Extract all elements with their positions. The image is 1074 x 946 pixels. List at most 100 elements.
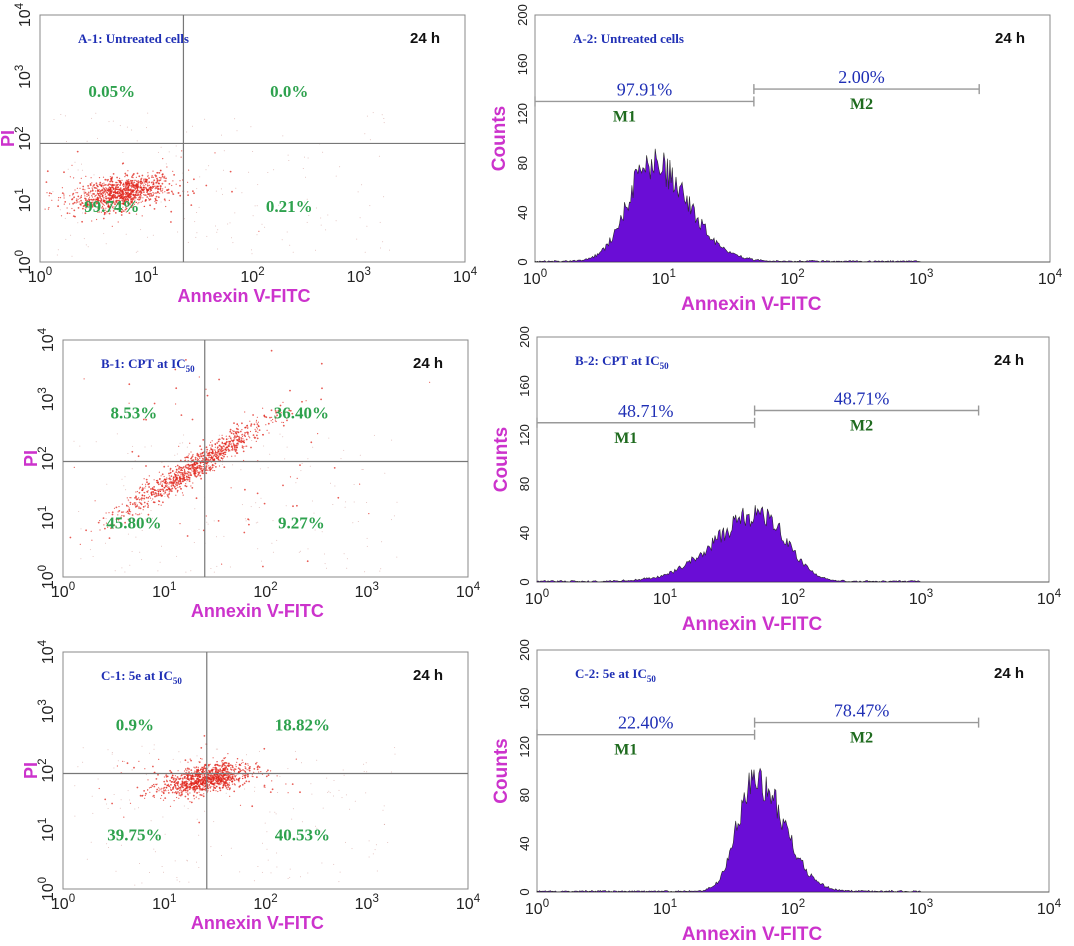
scatter-point — [147, 779, 149, 781]
scatter-point — [237, 778, 240, 781]
scatter-point — [239, 769, 241, 771]
scatter-point — [366, 771, 368, 773]
scatter-point — [184, 465, 187, 468]
scatter-point — [136, 505, 138, 508]
scatter-point — [130, 179, 132, 182]
scatter-point — [125, 190, 127, 192]
x-tick-label: 101 — [653, 898, 677, 918]
scatter-point — [125, 211, 127, 213]
scatter-point — [256, 426, 258, 428]
scatter-point — [159, 561, 161, 563]
scatter-point — [249, 437, 251, 439]
scatter-point — [88, 198, 90, 201]
scatter-point — [279, 775, 281, 777]
scatter-point — [153, 492, 155, 494]
scatter-point — [209, 450, 211, 452]
scatter-point — [161, 480, 164, 483]
scatter-point — [61, 192, 64, 195]
scatter-point — [246, 424, 248, 426]
scatter-point — [277, 409, 280, 412]
time-label: 24 h — [413, 667, 443, 684]
quadrant-upper-left-pct: 8.53% — [111, 404, 158, 423]
scatter-point — [192, 777, 195, 780]
scatter-point — [89, 549, 91, 551]
scatter-point — [120, 203, 122, 205]
scatter-point — [221, 464, 223, 465]
scatter-point — [142, 189, 144, 191]
scatter-point — [179, 792, 181, 794]
scatter-point — [97, 193, 100, 195]
scatter-point — [98, 207, 100, 209]
scatter-point — [255, 522, 257, 524]
scatter-point — [184, 781, 186, 783]
scatter-point — [232, 447, 234, 450]
scatter-point — [173, 174, 176, 176]
scatter-point — [108, 202, 110, 204]
scatter-point — [186, 476, 188, 478]
scatter-point — [181, 150, 183, 152]
scatter-point — [229, 779, 232, 782]
scatter-point — [248, 523, 250, 526]
scatter-point — [91, 117, 93, 119]
scatter-point — [213, 783, 215, 786]
scatter-point — [91, 190, 93, 192]
scatter-point — [186, 789, 189, 792]
quadrant-upper-left-pct: 0.05% — [88, 82, 135, 101]
scatter-point — [217, 440, 220, 443]
scatter-point — [168, 472, 170, 475]
scatter-point — [208, 467, 211, 470]
scatter-point — [178, 751, 180, 753]
scatter-point — [147, 493, 149, 495]
panel-label-b-1: B-1: CPT at IC50 — [101, 356, 195, 374]
scatter-point — [104, 189, 107, 192]
scatter-point — [223, 455, 225, 458]
scatter-point — [261, 560, 262, 562]
scatter-point — [161, 473, 164, 476]
scatter-point — [256, 492, 259, 495]
scatter-point — [156, 788, 159, 791]
scatter-point — [149, 791, 151, 793]
scatter-point — [251, 805, 254, 808]
scatter-point — [187, 787, 189, 789]
scatter-point — [111, 180, 114, 183]
scatter-point — [111, 225, 113, 227]
scatter-point — [176, 469, 178, 471]
scatter-point — [223, 442, 225, 444]
scatter-point — [96, 210, 99, 212]
scatter-point — [124, 521, 126, 524]
scatter-point — [166, 784, 169, 787]
y-tick-label: 160 — [517, 375, 532, 397]
scatter-point — [222, 193, 223, 195]
scatter-point — [103, 198, 105, 200]
scatter-point — [138, 181, 140, 183]
histogram-area — [534, 148, 1050, 263]
scatter-point — [226, 438, 228, 440]
scatter-point — [103, 190, 106, 193]
scatter-point — [57, 205, 59, 208]
scatter-point — [117, 190, 119, 193]
scatter-point — [255, 502, 257, 504]
y-tick-label: 120 — [515, 103, 530, 125]
scatter-point — [123, 816, 125, 818]
scatter-point — [177, 770, 179, 772]
scatter-point — [179, 794, 182, 797]
scatter-point — [258, 429, 261, 431]
scatter-point — [216, 231, 218, 233]
scatter-point — [257, 421, 259, 423]
scatter-point — [149, 195, 151, 197]
scatter-point — [186, 456, 188, 458]
scatter-point — [156, 494, 158, 496]
scatter-point — [144, 185, 146, 187]
scatter-point — [86, 858, 88, 860]
scatter-point — [169, 472, 171, 474]
scatter-point — [96, 199, 98, 201]
scatter-point — [145, 774, 147, 776]
scatter-point — [288, 409, 291, 412]
scatter-point — [188, 780, 190, 782]
scatter-point — [203, 793, 205, 795]
scatter-point — [234, 438, 236, 440]
scatter-point — [224, 761, 227, 764]
scatter-point — [144, 182, 146, 184]
scatter-point — [136, 498, 139, 501]
scatter-point — [209, 468, 212, 471]
